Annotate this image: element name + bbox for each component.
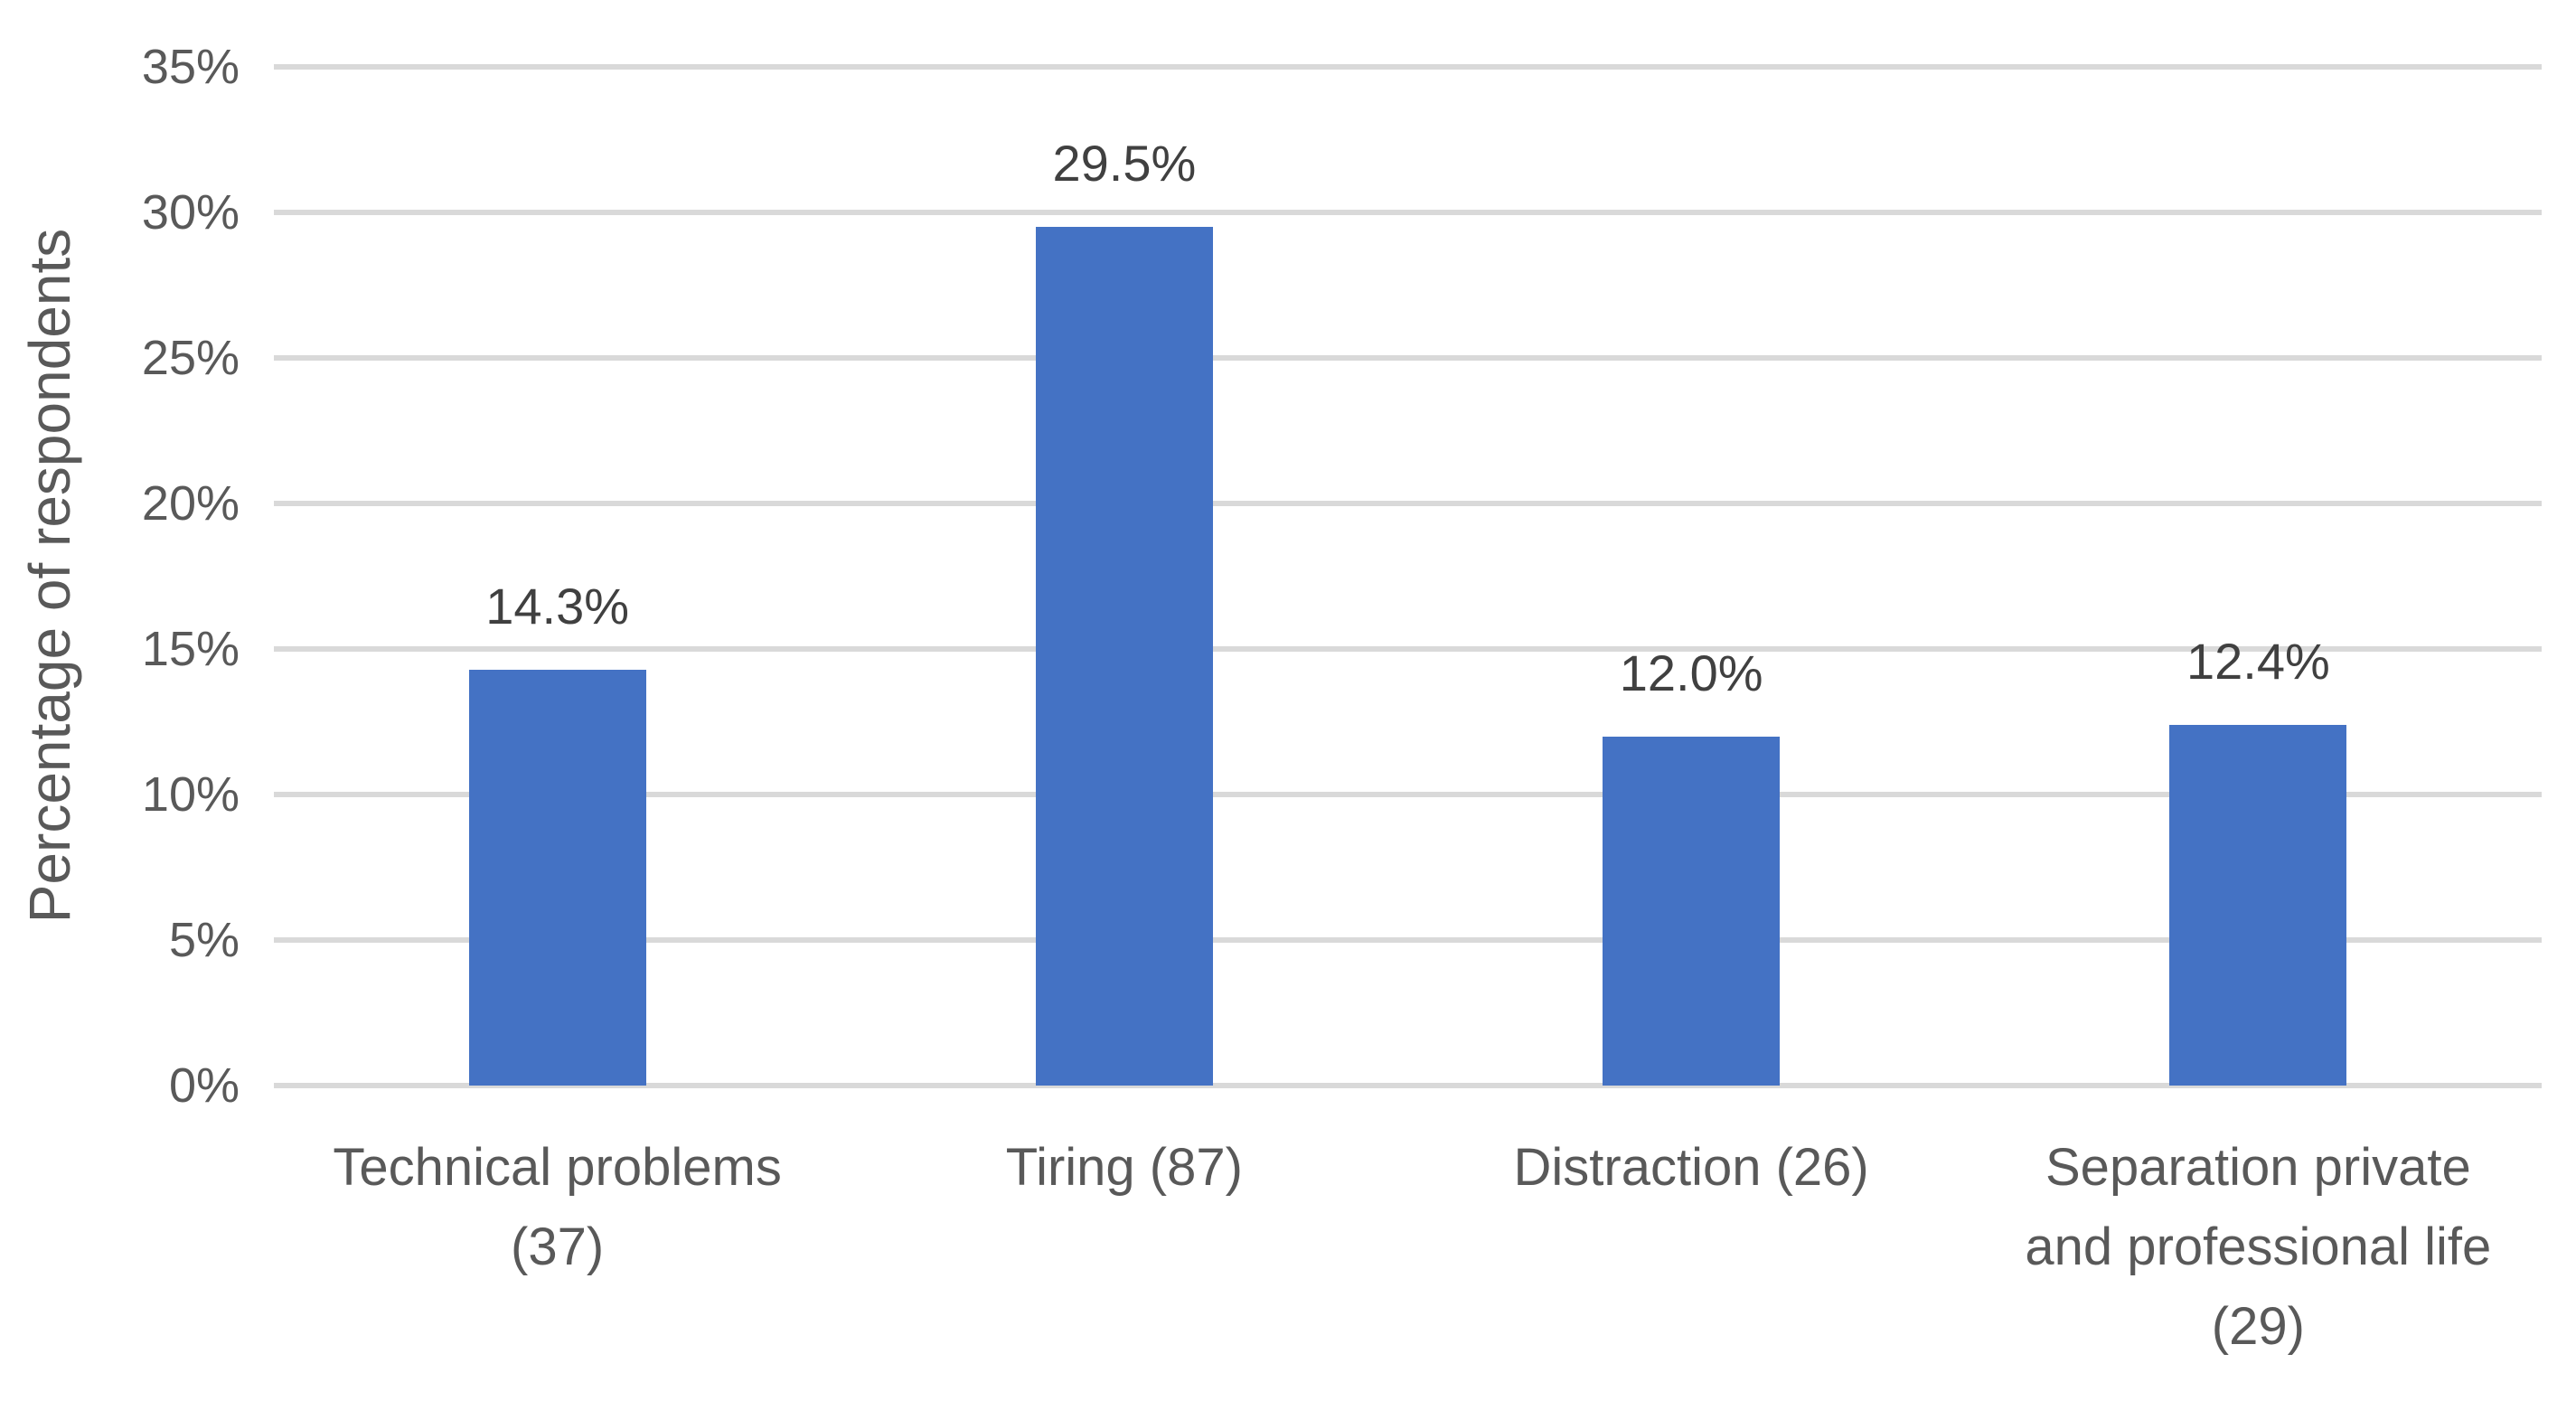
y-tick-20pct: 20%	[141, 476, 240, 531]
y-tick-10pct: 10%	[141, 767, 240, 822]
bar-slot-distraction: 12.0%	[1408, 67, 1975, 1086]
x-category-label-line: Distraction (26)	[1513, 1138, 1869, 1197]
bar-technical-problems	[468, 669, 646, 1086]
y-tick-30pct: 30%	[141, 185, 240, 240]
x-axis-line	[274, 1083, 2542, 1088]
x-category-label-line: Separation private	[2045, 1138, 2471, 1197]
x-category-label-line: Tiring (87)	[1005, 1138, 1243, 1197]
bar-value-label-technical-problems: 14.3%	[485, 577, 630, 635]
gridline-30pct	[274, 210, 2542, 215]
gridline-15pct	[274, 646, 2542, 652]
x-category-label-technical-problems: Technical problems (37)	[274, 1128, 841, 1287]
x-category-label-tiring: Tiring (87)	[841, 1128, 1407, 1208]
x-category-label-distraction: Distraction (26)	[1408, 1128, 1975, 1208]
bar-value-label-distraction: 12.0%	[1619, 644, 1763, 701]
y-tick-25pct: 25%	[141, 331, 240, 385]
bar-value-label-tiring: 29.5%	[1052, 135, 1197, 193]
x-category-label-line: and professional life	[2025, 1218, 2492, 1276]
bar-slot-separation-private-and-professional-life: 12.4%	[1975, 67, 2542, 1086]
bar-slot-tiring: 29.5%	[841, 67, 1407, 1086]
bar-distraction	[1603, 736, 1781, 1086]
y-tick-35pct: 35%	[141, 40, 240, 94]
bar-separation-private-and-professional-life	[2169, 724, 2347, 1086]
y-tick-15pct: 15%	[141, 622, 240, 676]
gridline-20pct	[274, 501, 2542, 506]
bar-value-label-separation-private-and-professional-life: 12.4%	[2186, 632, 2330, 690]
y-tick-5pct: 5%	[168, 913, 240, 967]
x-category-label-line: Technical problems	[333, 1138, 782, 1197]
y-tick-0pct: 0%	[168, 1058, 240, 1113]
x-category-label-separation-private-and-professional-life: Separation private and professional life (…	[1975, 1128, 2542, 1367]
gridline-35pct	[274, 64, 2542, 70]
gridline-10pct	[274, 792, 2542, 797]
plot-area: 14.3% 29.5% 12.0% 12.4%	[274, 64, 2542, 1088]
gridline-25pct	[274, 355, 2542, 361]
x-category-label-line: (37)	[511, 1218, 605, 1276]
bar-slot-technical-problems: 14.3%	[274, 67, 841, 1086]
bar-tiring	[1035, 227, 1213, 1086]
x-category-label-line: (29)	[2211, 1297, 2305, 1356]
gridline-5pct	[274, 937, 2542, 943]
y-axis-tick-labels: 35% 30% 25% 20% 15% 10% 5% 0%	[0, 0, 240, 1401]
